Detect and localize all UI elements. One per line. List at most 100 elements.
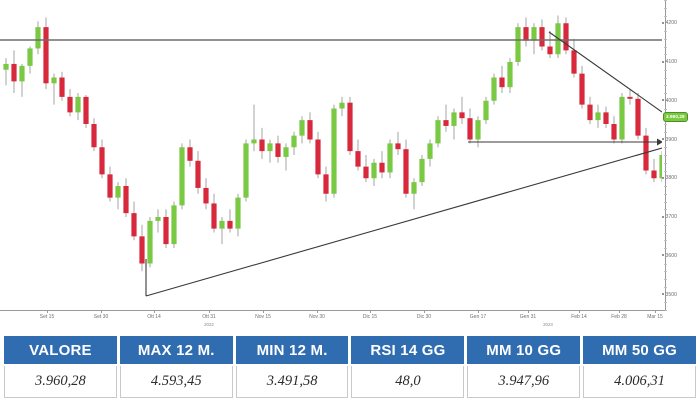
support-arrow-icon <box>657 138 662 146</box>
price-tick-label: 3800 <box>662 175 677 181</box>
candlestick-plot[interactable] <box>0 0 662 310</box>
candle-bearish <box>379 162 385 173</box>
candle-bearish <box>611 124 617 140</box>
price-minor-tick <box>664 193 667 195</box>
price-tick-label: 3600 <box>662 253 677 259</box>
candle-bullish <box>19 65 25 82</box>
price-minor-tick <box>664 279 667 280</box>
date-tick-mark <box>101 310 102 313</box>
date-tick-label: Set 15 <box>39 314 55 320</box>
candle-bullish <box>179 147 185 206</box>
stat-header: VALORE <box>4 336 117 364</box>
price-minor-tick <box>664 0 667 1</box>
stat-header: MM 50 GG <box>583 336 696 364</box>
price-minor-tick <box>664 186 667 187</box>
candle-bearish <box>131 213 137 237</box>
candle-bearish <box>467 118 473 140</box>
date-tick-mark <box>655 310 656 313</box>
price-minor-tick <box>664 147 667 149</box>
date-tick-label: Dic 15 <box>362 314 378 320</box>
candle-bearish <box>635 98 641 136</box>
price-minor-tick <box>664 93 667 94</box>
price-minor-tick <box>664 240 667 242</box>
candle-bearish <box>11 63 17 82</box>
ascending-trendline <box>145 147 662 297</box>
candle-bullish <box>283 147 289 157</box>
candle-bullish <box>435 120 441 144</box>
candle-bearish <box>355 151 361 167</box>
price-tick-label: 3500 <box>662 292 677 298</box>
stat-value: 3.947,96 <box>467 366 581 398</box>
stat-column: MAX 12 M. 4.593,45 <box>119 336 233 400</box>
candle-bearish <box>347 102 353 152</box>
price-minor-tick <box>664 77 667 79</box>
candle-bearish <box>259 139 265 152</box>
candle-bearish <box>443 120 449 126</box>
candle-bearish <box>499 77 505 88</box>
candle-bearish <box>579 73 585 105</box>
price-minor-tick <box>664 31 667 32</box>
date-tick-mark <box>528 310 529 313</box>
stat-value: 3.491,58 <box>235 366 349 398</box>
price-minor-tick <box>664 209 667 211</box>
date-tick-mark <box>47 310 48 313</box>
price-minor-tick <box>664 162 667 164</box>
price-minor-tick <box>664 232 667 234</box>
candle-bullish <box>475 120 481 140</box>
candle-bullish <box>507 62 513 88</box>
candle-bullish <box>251 139 257 144</box>
stat-column: MIN 12 M. 3.491,58 <box>235 336 349 400</box>
price-minor-tick <box>664 108 667 110</box>
candle-bearish <box>571 50 577 74</box>
candle-bearish <box>91 124 97 148</box>
date-tick-mark <box>209 310 210 313</box>
candle-bearish <box>363 166 369 179</box>
candle-bullish <box>147 220 153 264</box>
candles-group <box>3 15 662 272</box>
stat-header: MIN 12 M. <box>235 336 349 364</box>
candle-bullish <box>419 158 425 183</box>
price-minor-tick <box>664 263 667 265</box>
candle-bullish <box>531 27 537 41</box>
date-tick-mark <box>579 310 580 313</box>
stat-header: MAX 12 M. <box>119 336 233 364</box>
candle-bearish <box>651 170 657 179</box>
stat-value: 4.593,45 <box>119 366 233 398</box>
price-minor-tick <box>664 15 667 17</box>
stats-table: VALORE 3.960,28 MAX 12 M. 4.593,45 MIN 12 M.… <box>0 336 700 400</box>
candle-bearish <box>603 112 609 124</box>
date-tick-mark <box>478 310 479 313</box>
candle-bullish <box>27 48 33 66</box>
candle-bullish <box>515 27 521 62</box>
price-minor-tick <box>664 271 667 273</box>
candle-bullish <box>243 143 249 198</box>
price-tick-label: 4100 <box>662 59 677 65</box>
stat-column: MM 50 GG 4.006,31 <box>583 336 696 400</box>
date-tick-label: Mar 15 <box>647 314 663 320</box>
candle-bearish <box>163 217 169 245</box>
candle-bullish <box>483 100 489 121</box>
candle-bullish <box>411 182 417 194</box>
price-minor-tick <box>664 69 667 71</box>
candle-bullish <box>491 77 497 101</box>
date-tick-label: Ott 31 <box>202 314 216 320</box>
date-tick-mark <box>424 310 425 313</box>
candle-bearish <box>187 147 193 161</box>
date-axis-line <box>0 310 665 311</box>
price-minor-tick <box>664 310 667 311</box>
year-label: 2022 <box>204 322 214 327</box>
price-minor-tick <box>664 302 667 304</box>
candle-bearish <box>523 27 529 41</box>
date-tick-label: Ott 14 <box>147 314 161 320</box>
candle-bullish <box>155 217 161 221</box>
candle-bearish <box>307 120 313 140</box>
price-minor-tick <box>664 248 667 249</box>
price-minor-tick <box>664 85 667 87</box>
candle-bullish <box>115 186 121 198</box>
price-chart[interactable]: 4200 4100 4000 3900 3800 3700 3600 3500 3.960,2… <box>0 0 700 332</box>
price-tick-label: 4000 <box>662 98 677 104</box>
candle-bearish <box>275 143 281 157</box>
stat-header: MM 10 GG <box>467 336 581 364</box>
price-minor-tick <box>664 131 667 133</box>
